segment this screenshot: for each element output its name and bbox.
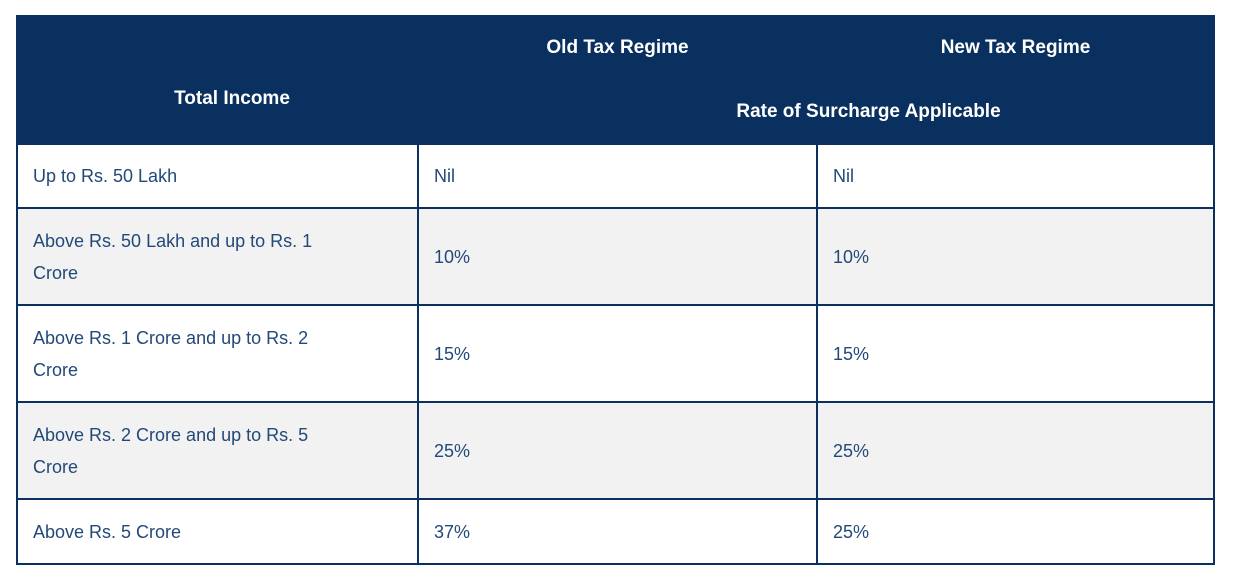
header-new-tax-regime: New Tax Regime: [816, 15, 1215, 81]
income-text: Above Rs. 1 Crore and up to Rs. 2 Crore: [33, 327, 309, 380]
table-row: Above Rs. 50 Lakh and up to Rs. 1 Crore …: [16, 207, 1215, 306]
new-regime-value: 25%: [816, 401, 1215, 500]
table-header: Total Income Old Tax Regime New Tax Regi…: [16, 15, 1215, 145]
table-row: Above Rs. 5 Crore 37% 25%: [16, 498, 1215, 565]
table-row: Up to Rs. 50 Lakh Nil Nil: [16, 143, 1215, 209]
income-text: Above Rs. 50 Lakh and up to Rs. 1 Crore: [33, 230, 313, 283]
new-regime-value: Nil: [816, 143, 1215, 209]
income-text: Up to Rs. 50 Lakh: [33, 166, 178, 186]
income-cell: Above Rs. 2 Crore and up to Rs. 5 Crore: [16, 401, 419, 500]
table-body: Up to Rs. 50 Lakh Nil Nil Above Rs. 50 L…: [16, 143, 1215, 565]
header-old-tax-regime: Old Tax Regime: [417, 15, 818, 81]
new-regime-value: 15%: [816, 304, 1215, 403]
table-row: Above Rs. 2 Crore and up to Rs. 5 Crore …: [16, 401, 1215, 500]
header-total-income: Total Income: [16, 15, 419, 145]
income-cell: Above Rs. 50 Lakh and up to Rs. 1 Crore: [16, 207, 419, 306]
old-regime-value: 37%: [417, 498, 818, 565]
income-text: Above Rs. 5 Crore: [33, 521, 182, 542]
table-row: Above Rs. 1 Crore and up to Rs. 2 Crore …: [16, 304, 1215, 403]
old-regime-value: 25%: [417, 401, 818, 500]
surcharge-table-container: Total Income Old Tax Regime New Tax Regi…: [16, 15, 1240, 565]
header-row-surcharge: Rate of Surcharge Applicable: [17, 79, 1215, 145]
income-cell: Above Rs. 5 Crore: [16, 498, 419, 565]
income-text: Above Rs. 2 Crore and up to Rs. 5 Crore: [33, 424, 309, 477]
surcharge-table: Total Income Old Tax Regime New Tax Regi…: [16, 15, 1215, 565]
income-cell: Above Rs. 1 Crore and up to Rs. 2 Crore: [16, 304, 419, 403]
old-regime-value: Nil: [417, 143, 818, 209]
old-regime-value: 15%: [417, 304, 818, 403]
new-regime-value: 10%: [816, 207, 1215, 306]
header-rate-of-surcharge: Rate of Surcharge Applicable: [417, 79, 1215, 145]
income-cell: Up to Rs. 50 Lakh: [16, 143, 419, 209]
header-row-regimes: Total Income Old Tax Regime New Tax Regi…: [16, 15, 1215, 145]
old-regime-value: 10%: [417, 207, 818, 306]
new-regime-value: 25%: [816, 498, 1215, 565]
